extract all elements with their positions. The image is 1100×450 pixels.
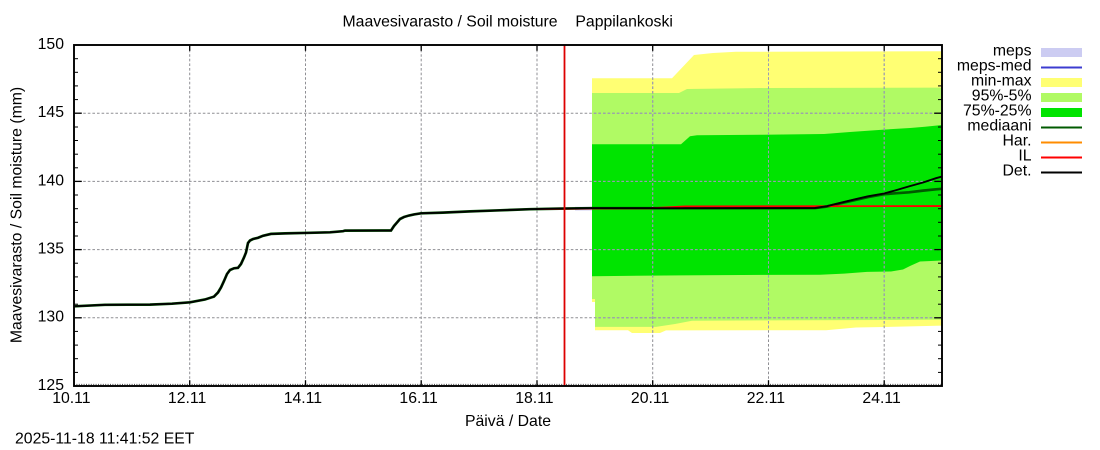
svg-text:Pappilankoski: Pappilankoski (575, 14, 672, 31)
svg-text:22.11: 22.11 (747, 390, 786, 407)
svg-text:75%-25%: 75%-25% (963, 103, 1032, 120)
svg-text:24.11: 24.11 (862, 390, 901, 407)
svg-text:145: 145 (38, 104, 65, 121)
svg-text:10.11: 10.11 (52, 390, 91, 407)
svg-text:Det.: Det. (1003, 163, 1032, 180)
svg-text:mediaani: mediaani (967, 118, 1031, 135)
svg-text:125: 125 (38, 377, 65, 394)
svg-text:Har.: Har. (1003, 133, 1032, 150)
svg-text:140: 140 (38, 172, 65, 189)
svg-text:Maavesivarasto / Soil moisture: Maavesivarasto / Soil moisture (343, 14, 558, 31)
svg-text:Päivä / Date: Päivä / Date (465, 413, 551, 430)
svg-text:meps-med: meps-med (957, 58, 1032, 75)
svg-text:20.11: 20.11 (631, 390, 670, 407)
svg-text:12.11: 12.11 (168, 390, 207, 407)
svg-text:14.11: 14.11 (284, 390, 323, 407)
svg-text:Maavesivarasto / Soil moisture: Maavesivarasto / Soil moisture (mm) (9, 87, 26, 343)
svg-text:130: 130 (38, 309, 65, 326)
svg-text:95%-5%: 95%-5% (972, 88, 1032, 105)
svg-text:min-max: min-max (971, 73, 1032, 90)
svg-text:2025-11-18 11:41:52 EET: 2025-11-18 11:41:52 EET (15, 431, 195, 448)
svg-text:IL: IL (1018, 148, 1031, 165)
svg-text:150: 150 (38, 36, 65, 53)
svg-text:18.11: 18.11 (515, 390, 554, 407)
svg-text:16.11: 16.11 (399, 390, 438, 407)
svg-text:meps: meps (993, 43, 1032, 60)
svg-text:135: 135 (38, 241, 65, 258)
